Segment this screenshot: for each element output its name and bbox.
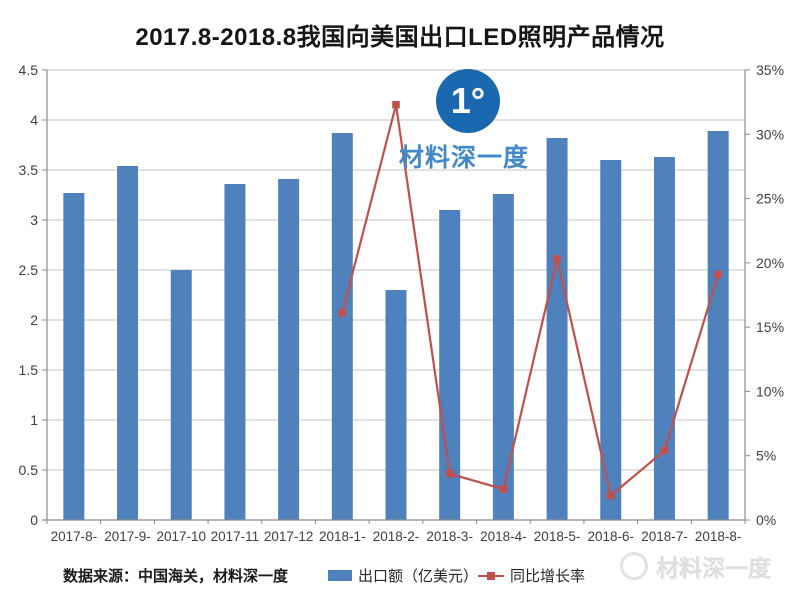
chart-title: 2017.8-2018.8我国向美国出口LED照明产品情况: [135, 24, 665, 51]
center-watermark-text: 材料深一度: [398, 144, 529, 172]
export-bar: [546, 138, 568, 520]
export-bar: [600, 160, 622, 520]
export-bar: [63, 193, 85, 520]
export-bar: [492, 194, 514, 520]
left-axis-label: 4.5: [19, 62, 39, 78]
right-axis-label: 20%: [756, 255, 784, 271]
growth-marker: [392, 100, 400, 109]
export-bar: [707, 131, 729, 520]
x-axis-label: 2018-5-: [534, 529, 581, 544]
corner-watermark-text: 材料深一度: [656, 555, 771, 581]
growth-marker: [445, 469, 454, 478]
corner-logo-icon: [620, 552, 648, 580]
growth-line: [341, 104, 720, 498]
right-axis-label: 5%: [756, 448, 776, 464]
x-axis-label: 2018-4-: [480, 529, 527, 544]
export-bar: [170, 270, 192, 520]
left-axis-label: 0.5: [19, 462, 39, 478]
x-axis-label: 2018-8-: [695, 529, 742, 544]
growth-marker: [660, 446, 669, 455]
bar-swatch-icon: [328, 570, 352, 581]
x-axis-label: 2018-6-: [587, 529, 634, 544]
growth-marker: [606, 491, 615, 500]
export-bar: [653, 157, 675, 520]
x-axis-label: 2017-10: [156, 529, 206, 544]
growth-marker: [714, 270, 722, 279]
corner-watermark: 材料深一度: [620, 549, 771, 583]
x-axis-label: 2017-11: [211, 529, 260, 544]
brand-logo-glyph: 1°: [450, 80, 486, 121]
right-axis-label: 35%: [756, 62, 784, 78]
x-axis-label: 2017-8-: [51, 529, 98, 544]
left-axis-label: 4: [30, 112, 38, 128]
left-axis-label: 3: [30, 212, 38, 228]
growth-marker: [499, 485, 508, 493]
x-axis-label: 2018-2-: [373, 529, 420, 544]
x-axis-label: 2017-12: [264, 529, 314, 544]
legend-item-growth: 同比增长率: [478, 565, 585, 586]
right-axis-label: 30%: [756, 126, 784, 142]
legend-export-label: 出口额（亿美元）: [358, 568, 479, 585]
left-axis-label: 2: [30, 312, 38, 328]
legend-item-export: 出口额（亿美元）: [328, 565, 478, 586]
left-axis-label: 3.5: [19, 162, 39, 178]
right-axis-label: 25%: [756, 191, 784, 207]
legend-growth-label: 同比增长率: [510, 568, 586, 585]
left-axis-label: 1.5: [19, 362, 39, 378]
right-axis-label: 0%: [756, 512, 776, 528]
export-bar: [331, 133, 353, 520]
left-axis-label: 0: [30, 512, 38, 528]
line-square-swatch-icon: [478, 571, 504, 580]
x-axis-label: 2017-9-: [104, 529, 151, 544]
brand-logo-icon: 1°: [436, 69, 500, 133]
left-axis-label: 2.5: [19, 262, 39, 278]
right-axis-label: 15%: [756, 319, 784, 335]
export-bar: [117, 166, 139, 520]
x-axis-label: 2018-7-: [641, 529, 688, 544]
growth-marker: [553, 255, 561, 263]
export-bar: [224, 184, 246, 520]
growth-marker: [338, 309, 347, 317]
x-axis-label: 2018-1-: [319, 529, 366, 544]
data-source-label: 数据来源：中国海关，材料深一度: [63, 568, 289, 585]
x-axis-label: 2018-3-: [426, 529, 473, 544]
left-axis-label: 1: [30, 412, 38, 428]
right-axis-label: 10%: [756, 383, 784, 399]
export-bar: [385, 290, 407, 520]
export-bar: [278, 179, 300, 520]
